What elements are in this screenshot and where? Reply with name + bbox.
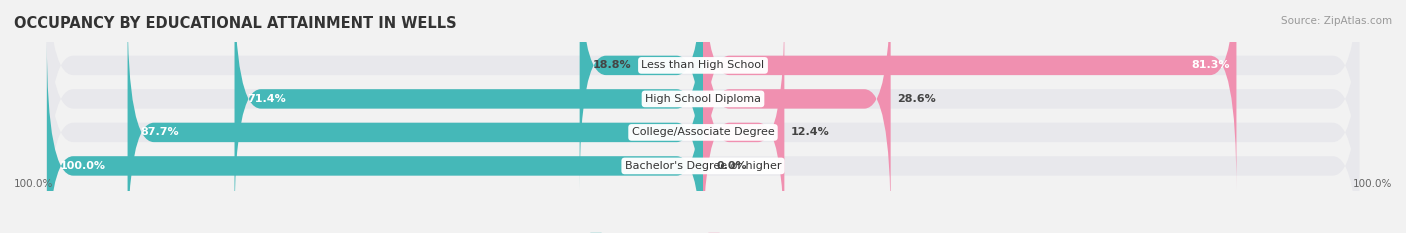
Text: 28.6%: 28.6% [897,94,936,104]
FancyBboxPatch shape [46,42,703,233]
Text: 12.4%: 12.4% [792,127,830,137]
Text: Bachelor's Degree or higher: Bachelor's Degree or higher [624,161,782,171]
Text: 0.0%: 0.0% [716,161,747,171]
FancyBboxPatch shape [235,0,703,223]
Text: 87.7%: 87.7% [141,127,180,137]
Text: College/Associate Degree: College/Associate Degree [631,127,775,137]
FancyBboxPatch shape [579,0,703,190]
Text: 18.8%: 18.8% [593,60,631,70]
FancyBboxPatch shape [703,0,1236,190]
Text: 100.0%: 100.0% [60,161,105,171]
Text: Less than High School: Less than High School [641,60,765,70]
FancyBboxPatch shape [703,0,890,223]
Legend: Owner-occupied, Renter-occupied: Owner-occupied, Renter-occupied [586,229,820,233]
Text: 100.0%: 100.0% [1353,179,1392,189]
FancyBboxPatch shape [46,0,1360,190]
Text: Source: ZipAtlas.com: Source: ZipAtlas.com [1281,16,1392,26]
FancyBboxPatch shape [46,0,1360,223]
Text: OCCUPANCY BY EDUCATIONAL ATTAINMENT IN WELLS: OCCUPANCY BY EDUCATIONAL ATTAINMENT IN W… [14,16,457,31]
FancyBboxPatch shape [703,8,785,233]
FancyBboxPatch shape [46,42,1360,233]
FancyBboxPatch shape [46,8,1360,233]
FancyBboxPatch shape [128,8,703,233]
Text: 81.3%: 81.3% [1191,60,1230,70]
Text: 100.0%: 100.0% [14,179,53,189]
Text: 71.4%: 71.4% [247,94,287,104]
Text: High School Diploma: High School Diploma [645,94,761,104]
